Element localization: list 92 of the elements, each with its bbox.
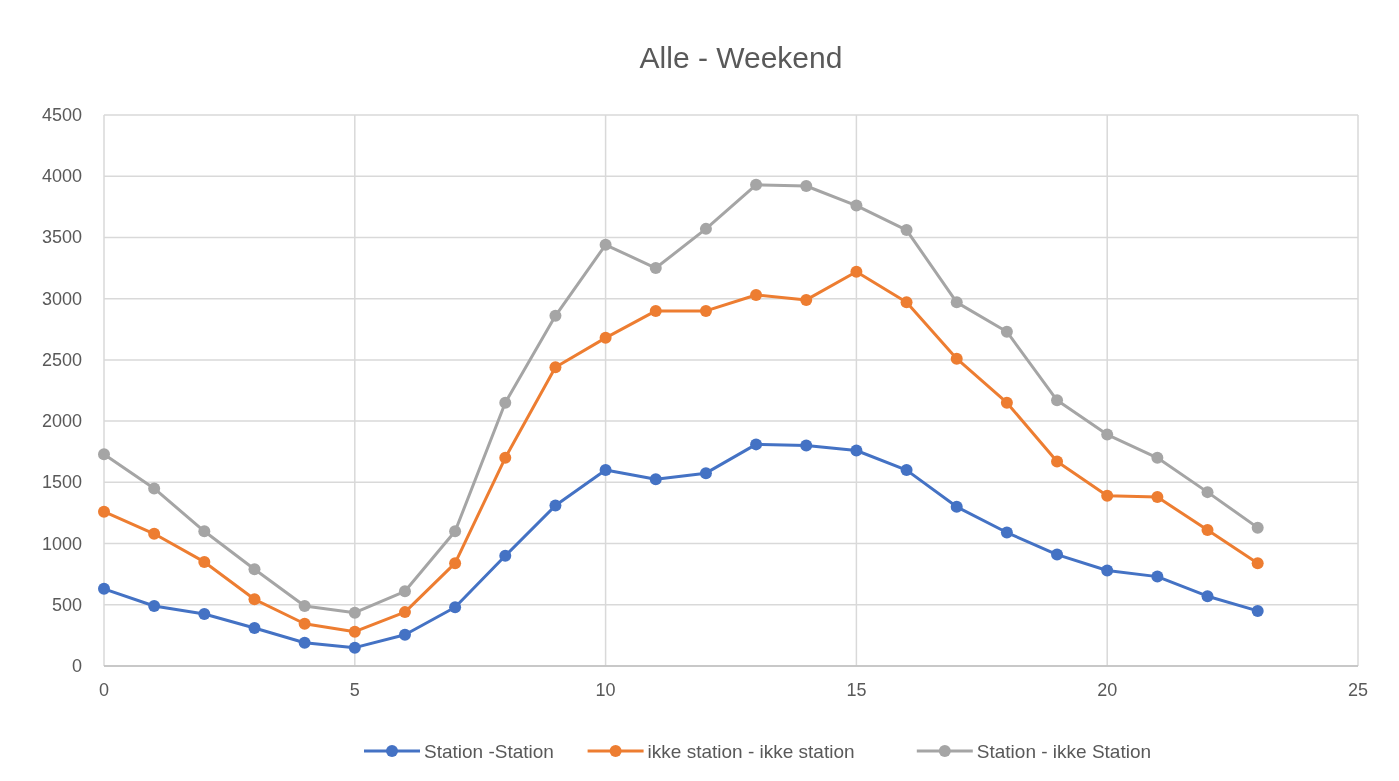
legend-label: ikke station - ikke station — [647, 741, 855, 762]
x-tick-label: 0 — [98, 680, 110, 700]
point — [449, 557, 462, 570]
point — [499, 396, 512, 409]
point — [549, 309, 562, 322]
point — [148, 482, 161, 495]
point — [549, 499, 562, 512]
point — [449, 525, 462, 538]
point — [98, 582, 110, 595]
x-tick-label: 25 — [1347, 680, 1369, 700]
point — [148, 600, 161, 612]
point — [198, 607, 211, 620]
point — [900, 464, 913, 477]
point — [800, 439, 813, 452]
point — [1101, 564, 1114, 577]
point — [950, 352, 963, 365]
point — [699, 222, 712, 235]
point — [1051, 394, 1064, 407]
point — [298, 617, 311, 630]
point — [699, 467, 712, 480]
point — [1251, 521, 1264, 534]
y-tick-label: 1000 — [41, 533, 82, 554]
point — [1201, 590, 1214, 603]
y-tick-label: 4500 — [41, 105, 82, 125]
y-tick-label: 0 — [71, 656, 82, 676]
y-tick-label: 1500 — [41, 472, 82, 493]
legend-label: Station -Station — [424, 741, 554, 762]
point — [499, 549, 512, 562]
point — [449, 601, 462, 614]
point — [1151, 451, 1164, 464]
point — [1201, 524, 1214, 537]
point — [900, 224, 913, 237]
point — [248, 563, 261, 576]
point — [1251, 604, 1264, 617]
point — [599, 464, 612, 477]
point — [1201, 486, 1214, 499]
point — [148, 527, 161, 540]
point — [248, 622, 261, 635]
point — [1151, 570, 1164, 583]
point — [1101, 489, 1114, 502]
point — [348, 641, 361, 654]
point — [599, 331, 612, 344]
point — [1000, 526, 1013, 539]
point — [699, 304, 712, 317]
point — [549, 361, 562, 374]
point — [649, 262, 662, 275]
point — [1000, 396, 1013, 409]
point — [298, 600, 311, 612]
point — [1051, 455, 1064, 468]
legend-label: Station - ikke Station — [976, 741, 1152, 762]
point — [248, 593, 261, 606]
point — [98, 505, 110, 518]
y-tick-label: 4000 — [41, 166, 82, 187]
point — [398, 628, 411, 641]
point — [800, 180, 813, 193]
point — [1101, 428, 1114, 441]
point — [750, 288, 763, 301]
point — [198, 525, 211, 538]
y-tick-label: 2500 — [41, 349, 82, 370]
point — [499, 451, 512, 464]
point — [398, 606, 411, 619]
point — [649, 473, 662, 486]
x-tick-label: 15 — [846, 680, 867, 700]
y-tick-label: 500 — [51, 594, 82, 615]
point — [900, 296, 913, 309]
point — [1000, 325, 1013, 338]
x-tick-label: 5 — [349, 680, 360, 700]
point — [850, 199, 863, 212]
point — [348, 606, 361, 619]
point — [599, 238, 612, 251]
point — [348, 625, 361, 638]
point — [800, 293, 813, 306]
point — [298, 636, 311, 649]
x-tick-label: 20 — [1097, 680, 1118, 700]
y-tick-label: 2000 — [41, 411, 82, 432]
point — [850, 444, 863, 457]
point — [98, 448, 110, 461]
point — [750, 178, 763, 191]
y-tick-label: 3500 — [41, 227, 82, 248]
point — [398, 585, 411, 598]
point — [850, 265, 863, 278]
point — [1051, 548, 1064, 561]
point — [950, 296, 963, 309]
x-tick-label: 10 — [595, 680, 616, 700]
chart-title: Alle - Weekend — [639, 41, 843, 74]
point — [198, 555, 211, 568]
point — [950, 500, 963, 513]
y-tick-label: 3000 — [41, 288, 82, 309]
point — [1151, 491, 1164, 504]
point — [750, 438, 763, 451]
point — [649, 304, 662, 317]
point — [1251, 557, 1264, 570]
